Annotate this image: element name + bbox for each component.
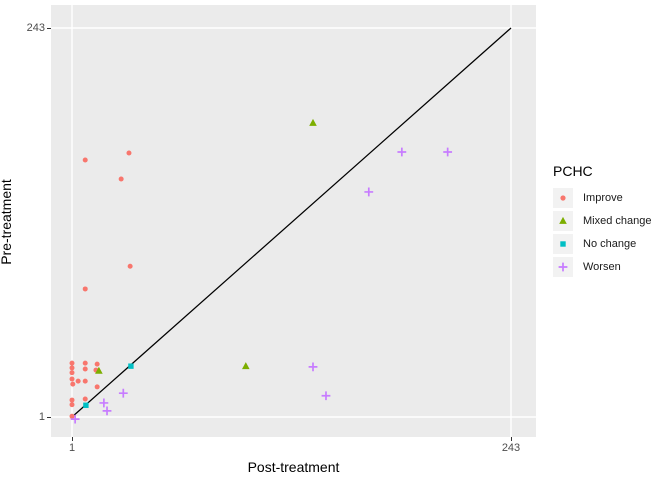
y-axis-tick-mark	[47, 28, 51, 29]
point-improve	[69, 360, 75, 366]
point-improve	[69, 397, 75, 403]
point-improve	[69, 376, 75, 382]
legend-item-mixed-change: Mixed change	[553, 211, 652, 231]
legend-key-circle-icon	[553, 188, 573, 208]
legend-key-square-icon	[553, 234, 573, 254]
point-improve	[118, 176, 124, 182]
point-improve	[126, 150, 132, 156]
plot-panel	[51, 5, 536, 437]
circle-marker-icon	[560, 195, 566, 201]
point-mixed-change	[309, 118, 317, 126]
point-worsen	[308, 362, 318, 372]
point-worsen	[118, 388, 128, 398]
y-axis-tick-label-243: 243	[26, 22, 45, 34]
legend-item-label: No change	[583, 238, 637, 250]
point-improve	[127, 263, 133, 269]
triangle-marker-icon	[559, 216, 567, 224]
point-improve	[75, 378, 81, 384]
point-improve	[82, 396, 88, 402]
plus-marker-icon	[558, 262, 568, 272]
legend-title: PCHC	[553, 163, 593, 179]
legend-item-no-change: No change	[553, 234, 652, 254]
point-improve	[94, 384, 100, 390]
point-no-change	[83, 402, 89, 408]
x-axis-tick-mark	[72, 437, 73, 441]
point-worsen	[364, 187, 374, 197]
point-worsen	[102, 406, 112, 416]
legend-item-worsen: Worsen	[553, 257, 652, 277]
square-marker-icon	[560, 241, 566, 247]
plot-canvas	[51, 5, 536, 437]
x-axis-tick-mark	[511, 437, 512, 441]
legend-key-triangle-icon	[553, 211, 573, 231]
legend-items: Improve Mixed change No change Worsen	[553, 188, 652, 277]
point-no-change	[128, 363, 134, 369]
point-worsen	[70, 414, 80, 424]
y-axis-tick-label-1: 1	[38, 411, 45, 423]
point-mixed-change	[95, 366, 103, 374]
point-improve	[69, 402, 75, 408]
legend-item-improve: Improve	[553, 188, 652, 208]
legend-item-label: Worsen	[583, 261, 621, 273]
point-improve	[70, 381, 76, 387]
point-worsen	[99, 398, 109, 408]
point-improve	[69, 413, 75, 419]
point-improve	[82, 378, 88, 384]
point-worsen	[321, 391, 331, 401]
x-axis-tick-label-243: 243	[501, 442, 521, 454]
point-worsen	[397, 147, 407, 157]
identity-line	[71, 27, 512, 418]
x-axis-title: Post-treatment	[247, 459, 340, 475]
point-mixed-change	[242, 362, 250, 370]
point-improve	[94, 361, 100, 367]
point-improve	[82, 157, 88, 163]
point-improve	[82, 286, 88, 292]
legend-item-label: Improve	[583, 192, 623, 204]
legend-key-plus-icon	[553, 257, 573, 277]
point-improve	[69, 370, 75, 376]
point-improve	[82, 360, 88, 366]
x-axis-tick-label-1: 1	[68, 442, 76, 454]
y-axis-title: Pre-treatment	[0, 179, 14, 265]
point-improve	[82, 366, 88, 372]
y-axis-tick-mark	[47, 417, 51, 418]
legend: PCHC Improve Mixed change No change Worsen	[553, 163, 652, 280]
legend-item-label: Mixed change	[583, 215, 652, 227]
point-worsen	[443, 147, 453, 157]
point-improve	[69, 365, 75, 371]
